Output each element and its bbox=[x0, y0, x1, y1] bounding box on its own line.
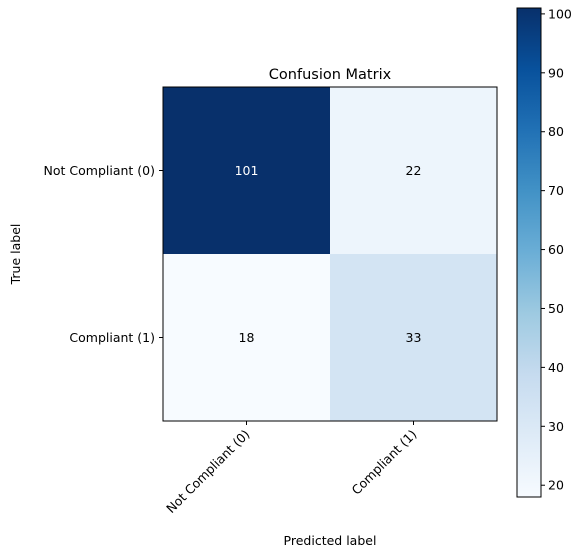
heatmap-cell bbox=[163, 254, 330, 421]
colorbar-tick-label: 20 bbox=[548, 478, 564, 493]
colorbar-ticks: 20 30 40 50 60 70 80 90 100 bbox=[541, 6, 572, 493]
cell-value-label: 22 bbox=[406, 163, 422, 178]
colorbar-tick-label: 100 bbox=[548, 6, 572, 21]
x-tick-label: Not Compliant (0) bbox=[163, 427, 252, 516]
chart-title: Confusion Matrix bbox=[269, 67, 392, 83]
y-tick-label: Compliant (1) bbox=[69, 330, 155, 345]
y-axis-label: True label bbox=[8, 224, 23, 286]
colorbar bbox=[516, 7, 542, 498]
colorbar-tick-label: 40 bbox=[548, 360, 564, 375]
colorbar-tick-label: 90 bbox=[548, 65, 564, 80]
cell-value-label: 101 bbox=[235, 163, 259, 178]
plot-frame bbox=[162, 86, 498, 422]
heatmap-cell bbox=[330, 254, 497, 421]
colorbar-tick-label: 60 bbox=[548, 242, 564, 257]
x-tick-label: Compliant (1) bbox=[348, 427, 419, 498]
cell-value-label: 33 bbox=[406, 330, 422, 345]
colorbar-tick-label: 70 bbox=[548, 183, 564, 198]
x-axis-label: Predicted label bbox=[284, 533, 377, 548]
x-axis-ticks: Not Compliant (0) Compliant (1) bbox=[163, 421, 420, 516]
heatmap-cell bbox=[330, 87, 497, 254]
colorbar-tick-label: 30 bbox=[548, 419, 564, 434]
heatmap-cells bbox=[163, 87, 497, 421]
colorbar-tick-label: 80 bbox=[548, 124, 564, 139]
cell-value-label: 18 bbox=[239, 330, 255, 345]
y-tick-label: Not Compliant (0) bbox=[44, 163, 155, 178]
cell-value-labels: 101 22 18 33 bbox=[235, 163, 422, 345]
y-axis-ticks: Not Compliant (0) Compliant (1) bbox=[44, 163, 163, 345]
colorbar-tick-label: 50 bbox=[548, 301, 564, 316]
heatmap-cell bbox=[163, 87, 330, 254]
